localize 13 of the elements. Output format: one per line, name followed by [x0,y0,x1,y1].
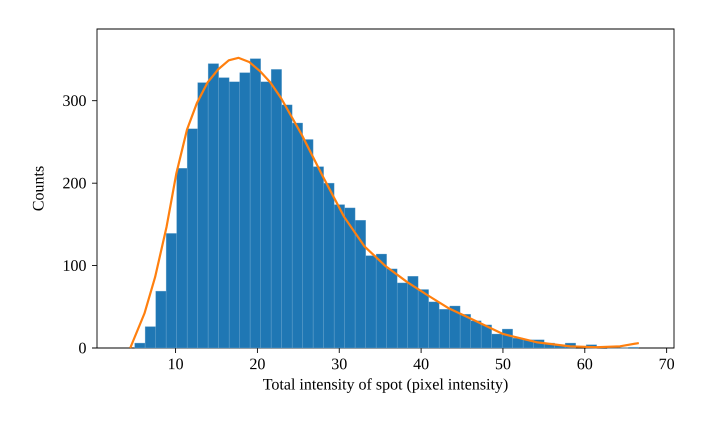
y-axis-title: Counts [32,166,44,211]
y-tick-label: 100 [64,260,86,271]
x-tick-label: 20 [250,358,265,370]
y-tick-label: 300 [63,95,86,106]
x-tick-label: 40 [413,358,428,370]
y-tick-label: 0 [79,342,86,354]
x-tick-label: 10 [168,358,183,370]
y-tick-label: 200 [63,178,86,189]
x-tick-label: 50 [496,358,510,370]
x-tick-label: 70 [660,358,674,370]
x-tick-label: 30 [332,358,347,370]
x-axis-title: Total intensity of spot (pixel intensity) [263,378,508,393]
x-tick-label: 60 [577,358,592,370]
